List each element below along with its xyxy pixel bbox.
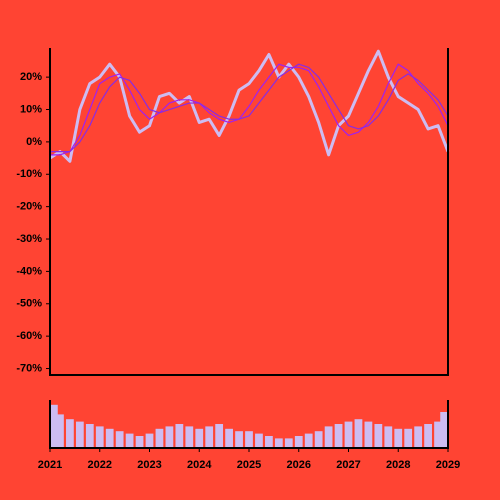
y-tick-label: -20% (16, 201, 42, 213)
volume-bar (394, 428, 403, 448)
volume-bar (304, 433, 313, 448)
line (49, 49, 450, 163)
volume-bar (205, 426, 214, 448)
volume-bar (165, 426, 174, 448)
volume-bar (294, 436, 303, 448)
x-tick-label: 2021 (38, 459, 62, 471)
y-tick-label: -10% (16, 168, 42, 180)
x-tick-label: 2025 (237, 459, 261, 471)
x-tick-label: 2022 (88, 459, 112, 471)
volume-bar (135, 436, 144, 448)
volume-bar (354, 419, 363, 448)
volume-bar (324, 426, 333, 448)
x-tick-label: 2028 (386, 459, 410, 471)
volume-bar (105, 428, 114, 448)
x-tick-label: 2027 (336, 459, 360, 471)
y-tick-label: 0% (26, 136, 42, 148)
volume-bar (50, 404, 58, 448)
volume-bar (115, 431, 124, 448)
volume-bar (255, 433, 263, 448)
volume-bar (56, 414, 64, 448)
y-tick-label: 10% (20, 103, 42, 115)
y-tick-label: -40% (16, 265, 42, 277)
y-tick-label: -30% (16, 233, 42, 245)
volume-bar (434, 421, 442, 448)
volume-bar (75, 421, 84, 448)
y-tick-label: -60% (16, 330, 42, 342)
y-tick-label: 20% (20, 71, 42, 83)
volume-bar (404, 428, 413, 448)
volume-bar (245, 431, 253, 448)
volume-bar (364, 421, 373, 448)
volume-bar (440, 412, 448, 448)
volume-bar (145, 433, 154, 448)
volume-bar (125, 433, 134, 448)
volume-bar (155, 428, 164, 448)
volume-bar (414, 426, 423, 448)
volume-bar (95, 426, 104, 448)
volume-bar (225, 428, 233, 448)
volume-bar (344, 421, 353, 448)
volume-bar (215, 424, 224, 448)
volume-bar (235, 431, 243, 448)
x-tick-label: 2024 (187, 459, 212, 471)
volume-bar (85, 424, 94, 448)
volume-bar (66, 419, 74, 448)
line (50, 63, 449, 153)
volume-bar (195, 428, 204, 448)
x-tick-label: 2026 (287, 459, 311, 471)
volume-bar (334, 424, 343, 448)
volume-bar (274, 438, 283, 448)
volume-bar (175, 424, 184, 448)
volume-bar (374, 424, 383, 448)
line (50, 63, 449, 156)
volume-bar (265, 436, 273, 448)
volume-bar (314, 431, 323, 448)
volume-bar (284, 438, 293, 448)
y-tick-label: -50% (16, 298, 42, 310)
volume-bar (424, 424, 432, 448)
y-tick-label: -70% (16, 362, 42, 374)
axis-frame (49, 48, 449, 376)
axis-frame (49, 400, 449, 449)
volume-bar (384, 426, 393, 448)
volume-bar (185, 426, 194, 448)
x-tick-label: 2023 (137, 459, 161, 471)
x-tick-label: 2029 (436, 459, 460, 471)
